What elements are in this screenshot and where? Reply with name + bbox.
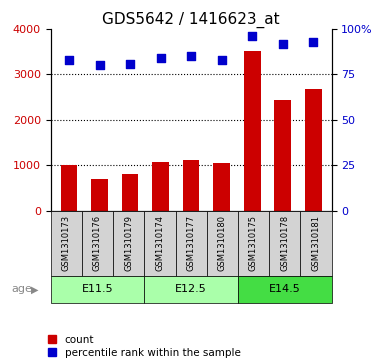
Bar [122,174,138,211]
Text: GSM1310175: GSM1310175 [249,215,258,271]
Bar [305,89,322,211]
Text: GSM1310179: GSM1310179 [124,215,133,271]
Text: GSM1310181: GSM1310181 [311,215,321,271]
Point [280,41,286,46]
Text: E14.5: E14.5 [269,285,301,294]
Bar [60,165,77,211]
Point [188,53,194,59]
Bar [183,160,200,211]
Bar [213,163,230,211]
Point [96,62,103,68]
Point [218,57,225,63]
Text: E12.5: E12.5 [175,285,207,294]
Bar [274,100,291,211]
Point [310,39,316,45]
Bar [152,162,169,211]
Point [127,61,133,66]
Point [158,55,164,61]
Text: GSM1310177: GSM1310177 [186,215,196,271]
Text: ▶: ▶ [31,285,39,294]
Text: GSM1310180: GSM1310180 [218,215,227,271]
Text: GSM1310174: GSM1310174 [155,215,165,271]
Text: GSM1310178: GSM1310178 [280,215,289,271]
Text: E11.5: E11.5 [82,285,113,294]
Bar [91,179,108,211]
Point [66,57,72,63]
Text: GSM1310173: GSM1310173 [62,215,71,271]
Legend: count, percentile rank within the sample: count, percentile rank within the sample [48,335,241,358]
Text: age: age [12,285,33,294]
Text: GSM1310176: GSM1310176 [93,215,102,271]
Title: GDS5642 / 1416623_at: GDS5642 / 1416623_at [102,12,280,28]
Bar [244,51,261,211]
Point [249,33,255,39]
